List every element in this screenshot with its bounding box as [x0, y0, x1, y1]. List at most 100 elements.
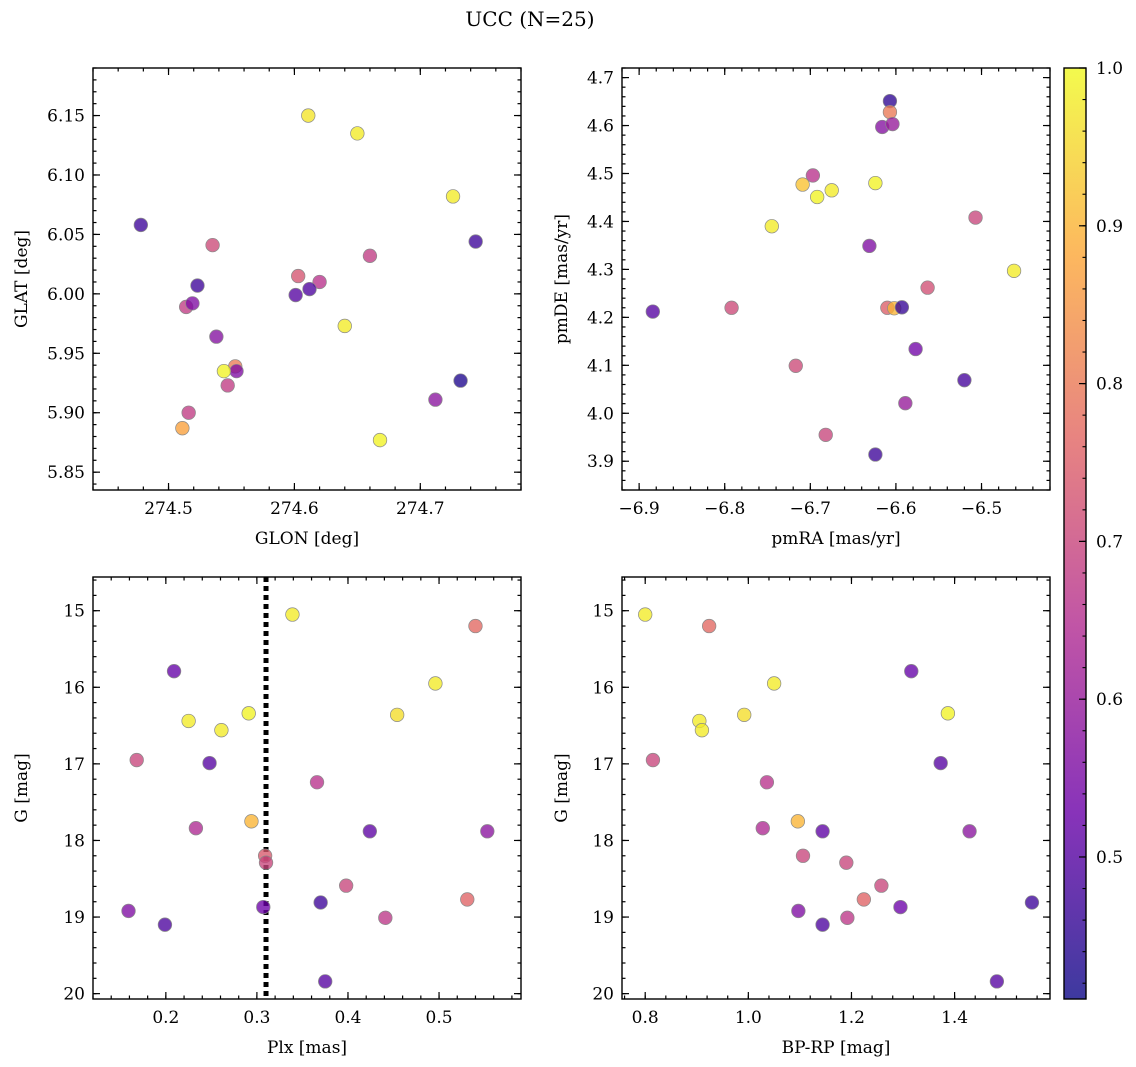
scatter-point [868, 447, 883, 462]
scatter-point [214, 723, 229, 738]
y-tick-label: 4.3 [587, 260, 614, 280]
scatter-point [957, 373, 972, 388]
scatter-point [220, 378, 235, 393]
scatter-point [256, 899, 271, 915]
scatter-point [908, 341, 923, 357]
scatter-point [350, 126, 365, 141]
y-tick-label: 18 [592, 831, 614, 851]
colorbar: 0.5 0.6 0.7 0.8 0.9 1.0 [1063, 59, 1123, 1000]
scatter-points [121, 607, 495, 989]
scatter-point [241, 706, 256, 721]
x-tick-label: 0.4 [334, 1008, 361, 1028]
scatter-point [302, 281, 317, 297]
scatter-point [645, 752, 661, 768]
scatter-point [724, 300, 739, 315]
scatter-point [766, 676, 782, 691]
scatter-point [428, 676, 443, 691]
scatter-point [893, 899, 908, 915]
scatter-point [181, 713, 196, 729]
scatter-point [445, 189, 461, 204]
scatter-point [815, 824, 830, 839]
subplot-2: −6.9 −6.8 −6.7 −6.6 −6.5 3.9 4.0 4.1 4.2 4.3 4.4 4.… [552, 67, 1051, 549]
y-axis-label: GLAT [deg] [12, 230, 32, 328]
scatter-point [291, 268, 306, 284]
scatter-point [175, 421, 190, 436]
colorbar-tick-label: 0.8 [1096, 375, 1123, 395]
y-tick-label: 6.15 [47, 107, 85, 127]
scatter-point [815, 917, 830, 932]
scatter-point [791, 903, 806, 919]
y-tick-label: 6.10 [47, 166, 85, 186]
scatter-point [258, 855, 274, 870]
x-axis-label: pmRA [mas/yr] [771, 529, 900, 549]
figure-title: UCC (N=25) [465, 7, 594, 31]
y-tick-label: 20 [592, 985, 614, 1005]
x-tick-label: 1.0 [735, 1008, 762, 1028]
scatter-point [378, 910, 393, 925]
y-tick-label: 4.0 [587, 404, 614, 424]
scatter-point [337, 318, 352, 334]
scatter-point [313, 895, 328, 910]
scatter-point [285, 607, 300, 622]
scatter-point [301, 108, 316, 123]
scatter-point [759, 775, 775, 790]
scatter-point [862, 238, 877, 254]
colorbar-tick-label: 0.7 [1096, 532, 1123, 552]
subplot-1: 274.5 274.6 274.7 5.85 5.90 5.95 6.00 6.05 6.10 6… [12, 67, 522, 549]
y-tick-label: 15 [63, 602, 85, 622]
x-axis-label: Plx [mas] [267, 1038, 347, 1058]
scatter-point [129, 752, 144, 768]
axes-frame [621, 67, 1051, 491]
axes-frame [92, 576, 522, 1000]
y-tick-label: 16 [63, 678, 85, 698]
x-tick-label: 0.2 [152, 1008, 179, 1028]
y-tick-label: 17 [592, 755, 614, 775]
scatter-point [940, 706, 956, 721]
scatter-point [818, 427, 833, 443]
colorbar-tick-label: 0.5 [1096, 848, 1123, 868]
scatter-point [312, 274, 327, 290]
x-tick-label: −6.7 [790, 499, 831, 519]
y-tick-label: 4.7 [587, 69, 614, 89]
scatter-point [795, 848, 811, 863]
scatter-point [805, 168, 821, 183]
scatter-point [468, 234, 483, 249]
scatter-point [856, 892, 871, 907]
x-tick-label: −6.5 [961, 499, 1002, 519]
y-tick-label: 6.05 [47, 225, 85, 245]
scatter-point [701, 618, 717, 634]
x-tick-label: 0.3 [243, 1008, 270, 1028]
scatter-point [962, 824, 977, 839]
y-tick-label: 4.6 [587, 117, 614, 137]
y-tick-label: 4.2 [587, 308, 614, 328]
x-tick-label: −6.8 [704, 499, 745, 519]
scatter-point [309, 775, 325, 790]
y-tick-label: 4.5 [587, 165, 614, 185]
y-axis-label: G [mag] [12, 753, 32, 822]
scatter-point [121, 903, 136, 919]
scatter-point [1024, 895, 1040, 910]
y-tick-label: 4.1 [587, 356, 614, 376]
scatter-point [824, 183, 839, 198]
scatter-point [216, 363, 232, 379]
colorbar-gradient [1064, 68, 1086, 999]
scatter-point [244, 814, 259, 829]
scatter-point [205, 237, 220, 253]
scatter-point [372, 432, 388, 448]
scatter-point [898, 396, 913, 411]
x-tick-label: 1.2 [838, 1008, 865, 1028]
scatter-point [989, 974, 1005, 989]
scatter-point [790, 814, 805, 829]
scatter-point [874, 878, 889, 893]
scatter-point [318, 974, 333, 989]
scatter-point [480, 824, 495, 839]
y-tick-label: 15 [592, 602, 614, 622]
colorbar-frame [1063, 67, 1087, 1000]
scatter-point [181, 405, 196, 420]
scatter-point [188, 821, 204, 836]
scatter-points [638, 607, 1040, 989]
scatter-point [339, 878, 354, 893]
x-axis-label: BP-RP [mag] [782, 1038, 891, 1058]
